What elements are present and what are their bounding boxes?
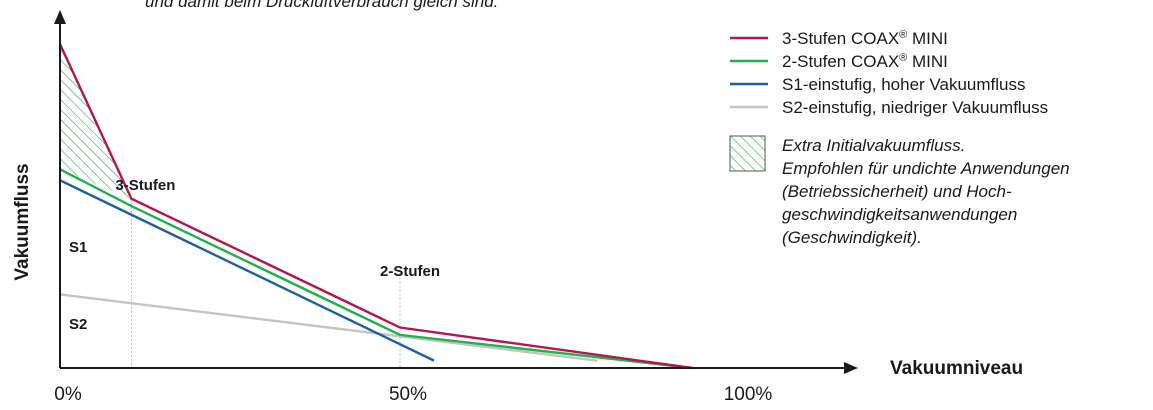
legend-label-3: S1-einstufig, hoher Vakuumfluss [782, 75, 1025, 94]
series-layer [58, 43, 693, 370]
y-axis-title: Vakuumfluss [12, 163, 33, 280]
series-line-1 [58, 43, 693, 370]
legend-hatch-swatch [729, 135, 766, 172]
series-line-3 [59, 179, 435, 362]
y-axis-arrow [54, 10, 66, 24]
legend-label-4: S2-einstufig, niedriger Vakuumfluss [782, 98, 1048, 117]
series-line-2 [59, 168, 693, 370]
legend-label-2: 2-Stufen COAX® MINI [782, 52, 948, 71]
legend-note-line-1: Extra Initialvakuumfluss. [782, 136, 965, 155]
legend: 3-Stufen COAX® MINI 2-Stufen COAX® MINI S1… [729, 29, 1070, 247]
x-axis-title: Vakuumniveau [890, 358, 1023, 379]
guide-lines [130, 198, 401, 368]
annotation-s1: S1 [69, 239, 87, 256]
legend-label-1: 3-Stufen COAX® MINI [782, 29, 948, 48]
x-tick-labels: 0% 50% 100% [54, 384, 772, 405]
legend-note-line-4: geschwindigkeitsanwendungen [782, 205, 1017, 224]
top-clipped-text: und damit beim Druckluftverbrauch gleich… [145, 0, 498, 11]
x-tick-label-50: 50% [389, 384, 427, 405]
legend-note-line-2: Empfohlen für undichte Anwendungen [782, 159, 1070, 178]
x-tick-label-0: 0% [54, 384, 82, 405]
annotation-two-stage: 2-Stufen [380, 263, 440, 280]
x-tick-label-100: 100% [724, 384, 773, 405]
annotation-s2: S2 [69, 316, 87, 333]
legend-note-line-3: (Betriebssicherheit) und Hoch- [782, 182, 1012, 201]
legend-note-line-5: (Geschwindigkeit). [782, 228, 922, 247]
series-line-4 [59, 293, 598, 362]
x-axis-arrow [844, 362, 858, 374]
annotations: 3-Stufen 2-Stufen S1 S2 [69, 177, 440, 333]
annotation-three-stage: 3-Stufen [115, 177, 175, 194]
axes [54, 10, 858, 374]
